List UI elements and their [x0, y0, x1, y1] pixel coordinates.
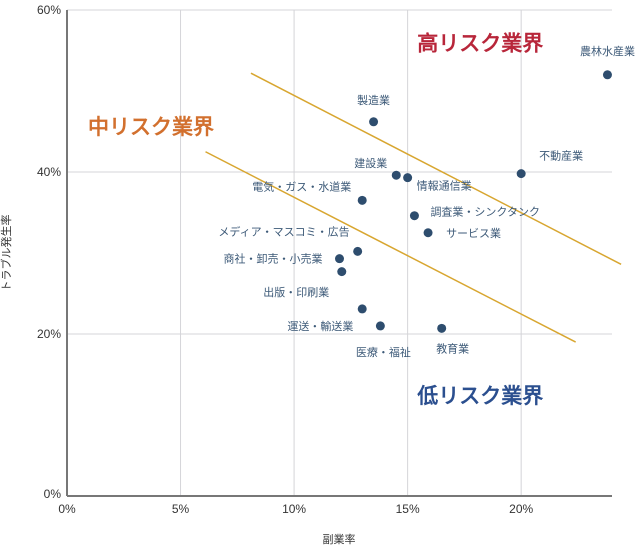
point-label: 医療・福祉	[356, 345, 411, 359]
data-point	[602, 70, 612, 80]
point-label: 電気・ガス・水道業	[252, 179, 351, 193]
point-label: 教育業	[436, 341, 469, 355]
y-tick-label: 0%	[44, 487, 62, 501]
zone-label: 中リスク業界	[88, 115, 214, 139]
x-tick-label: 10%	[282, 502, 306, 516]
point-label: 情報通信業	[417, 180, 472, 193]
grid	[67, 9, 612, 496]
data-point	[391, 170, 401, 180]
point-label: サービス業	[446, 227, 501, 240]
upper-boundary-line	[250, 72, 622, 266]
point-label: 運送・輸送業	[287, 319, 353, 333]
data-point	[409, 211, 419, 221]
point-label: 出版・印刷業	[263, 285, 329, 299]
x-tick-labels: 0% 5% 10% 15% 20%	[58, 502, 533, 516]
y-tick-label: 20%	[37, 327, 61, 341]
data-point	[516, 169, 526, 179]
point-label: 建設業	[354, 156, 387, 170]
boundary-lines	[205, 72, 622, 343]
data-points	[335, 70, 612, 333]
data-point	[337, 267, 347, 277]
data-point	[375, 321, 385, 331]
data-point	[423, 228, 433, 238]
data-point	[335, 254, 344, 264]
lower-boundary-line	[205, 151, 577, 343]
data-point	[403, 173, 413, 183]
data-point	[353, 246, 363, 256]
x-tick-label: 5%	[172, 502, 190, 516]
x-tick-label: 15%	[396, 502, 420, 516]
y-tick-label: 40%	[37, 165, 61, 179]
point-label: メディア・マスコミ・広告	[218, 224, 349, 238]
y-tick-labels: 0% 20% 40% 60%	[37, 3, 61, 501]
x-tick-label: 20%	[509, 502, 533, 516]
data-point	[437, 323, 447, 333]
data-point	[369, 117, 379, 127]
point-label: 調査業・シンクタンク	[430, 205, 540, 219]
point-label: 不動産業	[539, 149, 583, 163]
point-label: 農林水産業	[580, 44, 635, 58]
y-axis-title: トラブル発生率	[0, 215, 13, 292]
point-label: 商社・卸売・小売業	[224, 252, 323, 266]
x-tick-label: 0%	[58, 502, 76, 516]
x-axis-title: 副業率	[323, 532, 356, 546]
data-point	[357, 304, 367, 314]
zone-label: 高リスク業界	[417, 32, 543, 56]
point-label: 製造業	[357, 93, 390, 107]
zone-label: 低リスク業界	[416, 384, 543, 408]
y-tick-label: 60%	[37, 3, 61, 17]
data-point	[357, 195, 367, 205]
